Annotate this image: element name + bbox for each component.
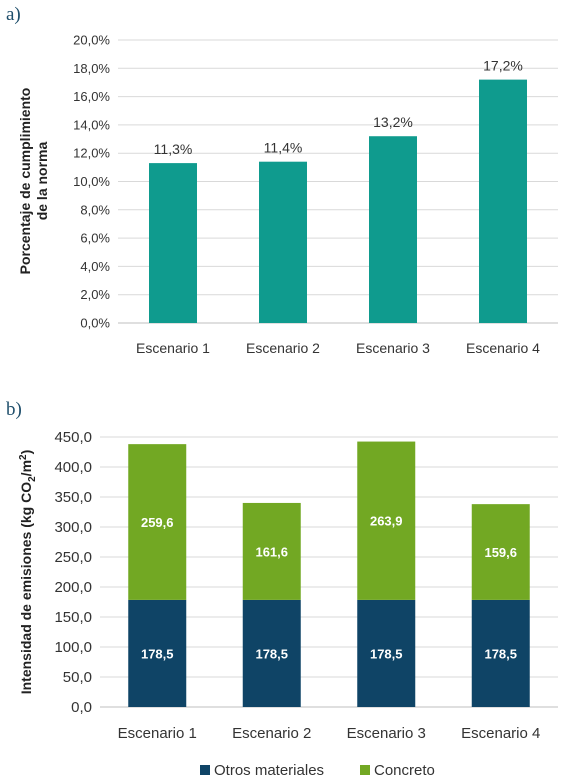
bar-segment bbox=[242, 502, 301, 600]
chart-a-categories: Escenario 1 Escenario 2 Escenario 3 Escenar… bbox=[136, 340, 540, 356]
bar-segment bbox=[128, 444, 187, 600]
segment-label: 178,5 bbox=[141, 646, 174, 661]
chart-b-segment-labels: 178,5 259,6 178,5 161,6 178,5 263,9 178,5 159,6 bbox=[141, 514, 517, 662]
y-tick-label: 450,0 bbox=[54, 429, 92, 446]
y-tick-label: 250,0 bbox=[54, 549, 92, 566]
category-label: Escenario 1 bbox=[118, 725, 197, 742]
y-axis-title-part: Intensidad de emisiones (kg CO bbox=[18, 482, 34, 694]
segment-label: 159,6 bbox=[484, 545, 517, 560]
bar bbox=[149, 163, 197, 323]
y-tick-label: 12,0% bbox=[73, 146, 110, 161]
bar-segment bbox=[471, 599, 530, 707]
bar bbox=[259, 161, 307, 323]
y-tick-label: 4,0% bbox=[80, 259, 110, 274]
y-tick-label: 16,0% bbox=[73, 89, 110, 104]
y-tick-label: 6,0% bbox=[80, 231, 110, 246]
category-label: Escenario 2 bbox=[232, 725, 311, 742]
bar-segment bbox=[357, 441, 416, 600]
y-tick-label: 50,0 bbox=[63, 669, 92, 686]
y-axis-title-part: 2 bbox=[18, 454, 29, 460]
segment-label: 263,9 bbox=[370, 514, 403, 529]
chart-b-legend: Otros materiales Concreto bbox=[200, 762, 435, 779]
category-label: Escenario 4 bbox=[466, 340, 540, 356]
chart-b-y-ticks: 0,0 50,0 100,0 150,0 200,0 250,0 300,0 350,0 400… bbox=[54, 429, 92, 716]
y-tick-label: 100,0 bbox=[54, 639, 92, 656]
chart-a-data-labels: 11,3% 11,4% 13,2% 17,2% bbox=[154, 58, 523, 157]
segment-label: 161,6 bbox=[255, 544, 288, 559]
y-axis-title-line: de la norma bbox=[34, 142, 50, 221]
category-label: Escenario 2 bbox=[246, 340, 320, 356]
chart-a-y-axis-label: Porcentaje de cumplimiento de la norma bbox=[17, 88, 50, 275]
y-tick-label: 400,0 bbox=[54, 459, 92, 476]
chart-b: b) 0,0 50,0 100,0 150,0 200,0 250,0 300,0 350,0… bbox=[6, 399, 558, 779]
y-tick-label: 300,0 bbox=[54, 519, 92, 536]
y-axis-title-line: Porcentaje de cumplimiento bbox=[17, 88, 33, 275]
bar-segment bbox=[357, 599, 416, 707]
y-tick-label: 18,0% bbox=[73, 61, 110, 76]
y-axis-title-part: /m bbox=[18, 460, 34, 476]
category-label: Escenario 1 bbox=[136, 340, 210, 356]
chart-b-categories: Escenario 1 Escenario 2 Escenario 3 Escenar… bbox=[118, 725, 541, 742]
segment-label: 178,5 bbox=[255, 646, 288, 661]
category-label: Escenario 3 bbox=[356, 340, 430, 356]
y-axis-title: Intensidad de emisiones (kg CO2/m2) bbox=[18, 450, 38, 695]
y-tick-label: 8,0% bbox=[80, 202, 110, 217]
bar bbox=[479, 79, 527, 324]
category-label: Escenario 4 bbox=[461, 725, 540, 742]
segment-label: 178,5 bbox=[484, 646, 517, 661]
data-label: 13,2% bbox=[373, 114, 413, 130]
legend-label: Concreto bbox=[374, 762, 435, 779]
y-axis-title-part: ) bbox=[18, 450, 34, 455]
segment-label: 178,5 bbox=[370, 646, 403, 661]
chart-b-y-axis-label: Intensidad de emisiones (kg CO2/m2) bbox=[18, 450, 38, 695]
y-axis-title-part: 2 bbox=[27, 476, 38, 482]
y-tick-label: 0,0 bbox=[71, 699, 92, 716]
y-tick-label: 2,0% bbox=[80, 287, 110, 302]
panel-a-label: a) bbox=[6, 4, 21, 25]
bar-segment bbox=[471, 504, 530, 600]
chart-a: a) 0,0% 2,0% 4,0% 6,0% 8,0% 10,0% 12,0% 14,0% 16… bbox=[6, 4, 558, 356]
legend-label: Otros materiales bbox=[214, 762, 324, 779]
bar-segment bbox=[242, 599, 301, 707]
data-label: 17,2% bbox=[483, 58, 523, 74]
y-tick-label: 350,0 bbox=[54, 489, 92, 506]
y-tick-label: 0,0% bbox=[80, 316, 110, 331]
y-tick-label: 200,0 bbox=[54, 579, 92, 596]
data-label: 11,3% bbox=[154, 141, 193, 157]
data-label: 11,4% bbox=[264, 140, 303, 156]
y-tick-label: 10,0% bbox=[73, 174, 110, 189]
chart-a-y-ticks: 0,0% 2,0% 4,0% 6,0% 8,0% 10,0% 12,0% 14,0% 16,0%… bbox=[73, 33, 110, 331]
bar-segment bbox=[128, 599, 187, 707]
chart-a-bars bbox=[149, 79, 527, 324]
y-tick-label: 20,0% bbox=[73, 33, 110, 48]
legend-swatch bbox=[360, 765, 370, 775]
y-tick-label: 150,0 bbox=[54, 609, 92, 626]
segment-label: 259,6 bbox=[141, 515, 174, 530]
panel-b-label: b) bbox=[6, 399, 22, 420]
bar bbox=[369, 136, 417, 323]
chart-b-bars bbox=[128, 441, 530, 707]
y-tick-label: 14,0% bbox=[73, 117, 110, 132]
category-label: Escenario 3 bbox=[347, 725, 426, 742]
y-axis-title: Porcentaje de cumplimiento de la norma bbox=[17, 88, 50, 275]
legend-swatch bbox=[200, 765, 210, 775]
